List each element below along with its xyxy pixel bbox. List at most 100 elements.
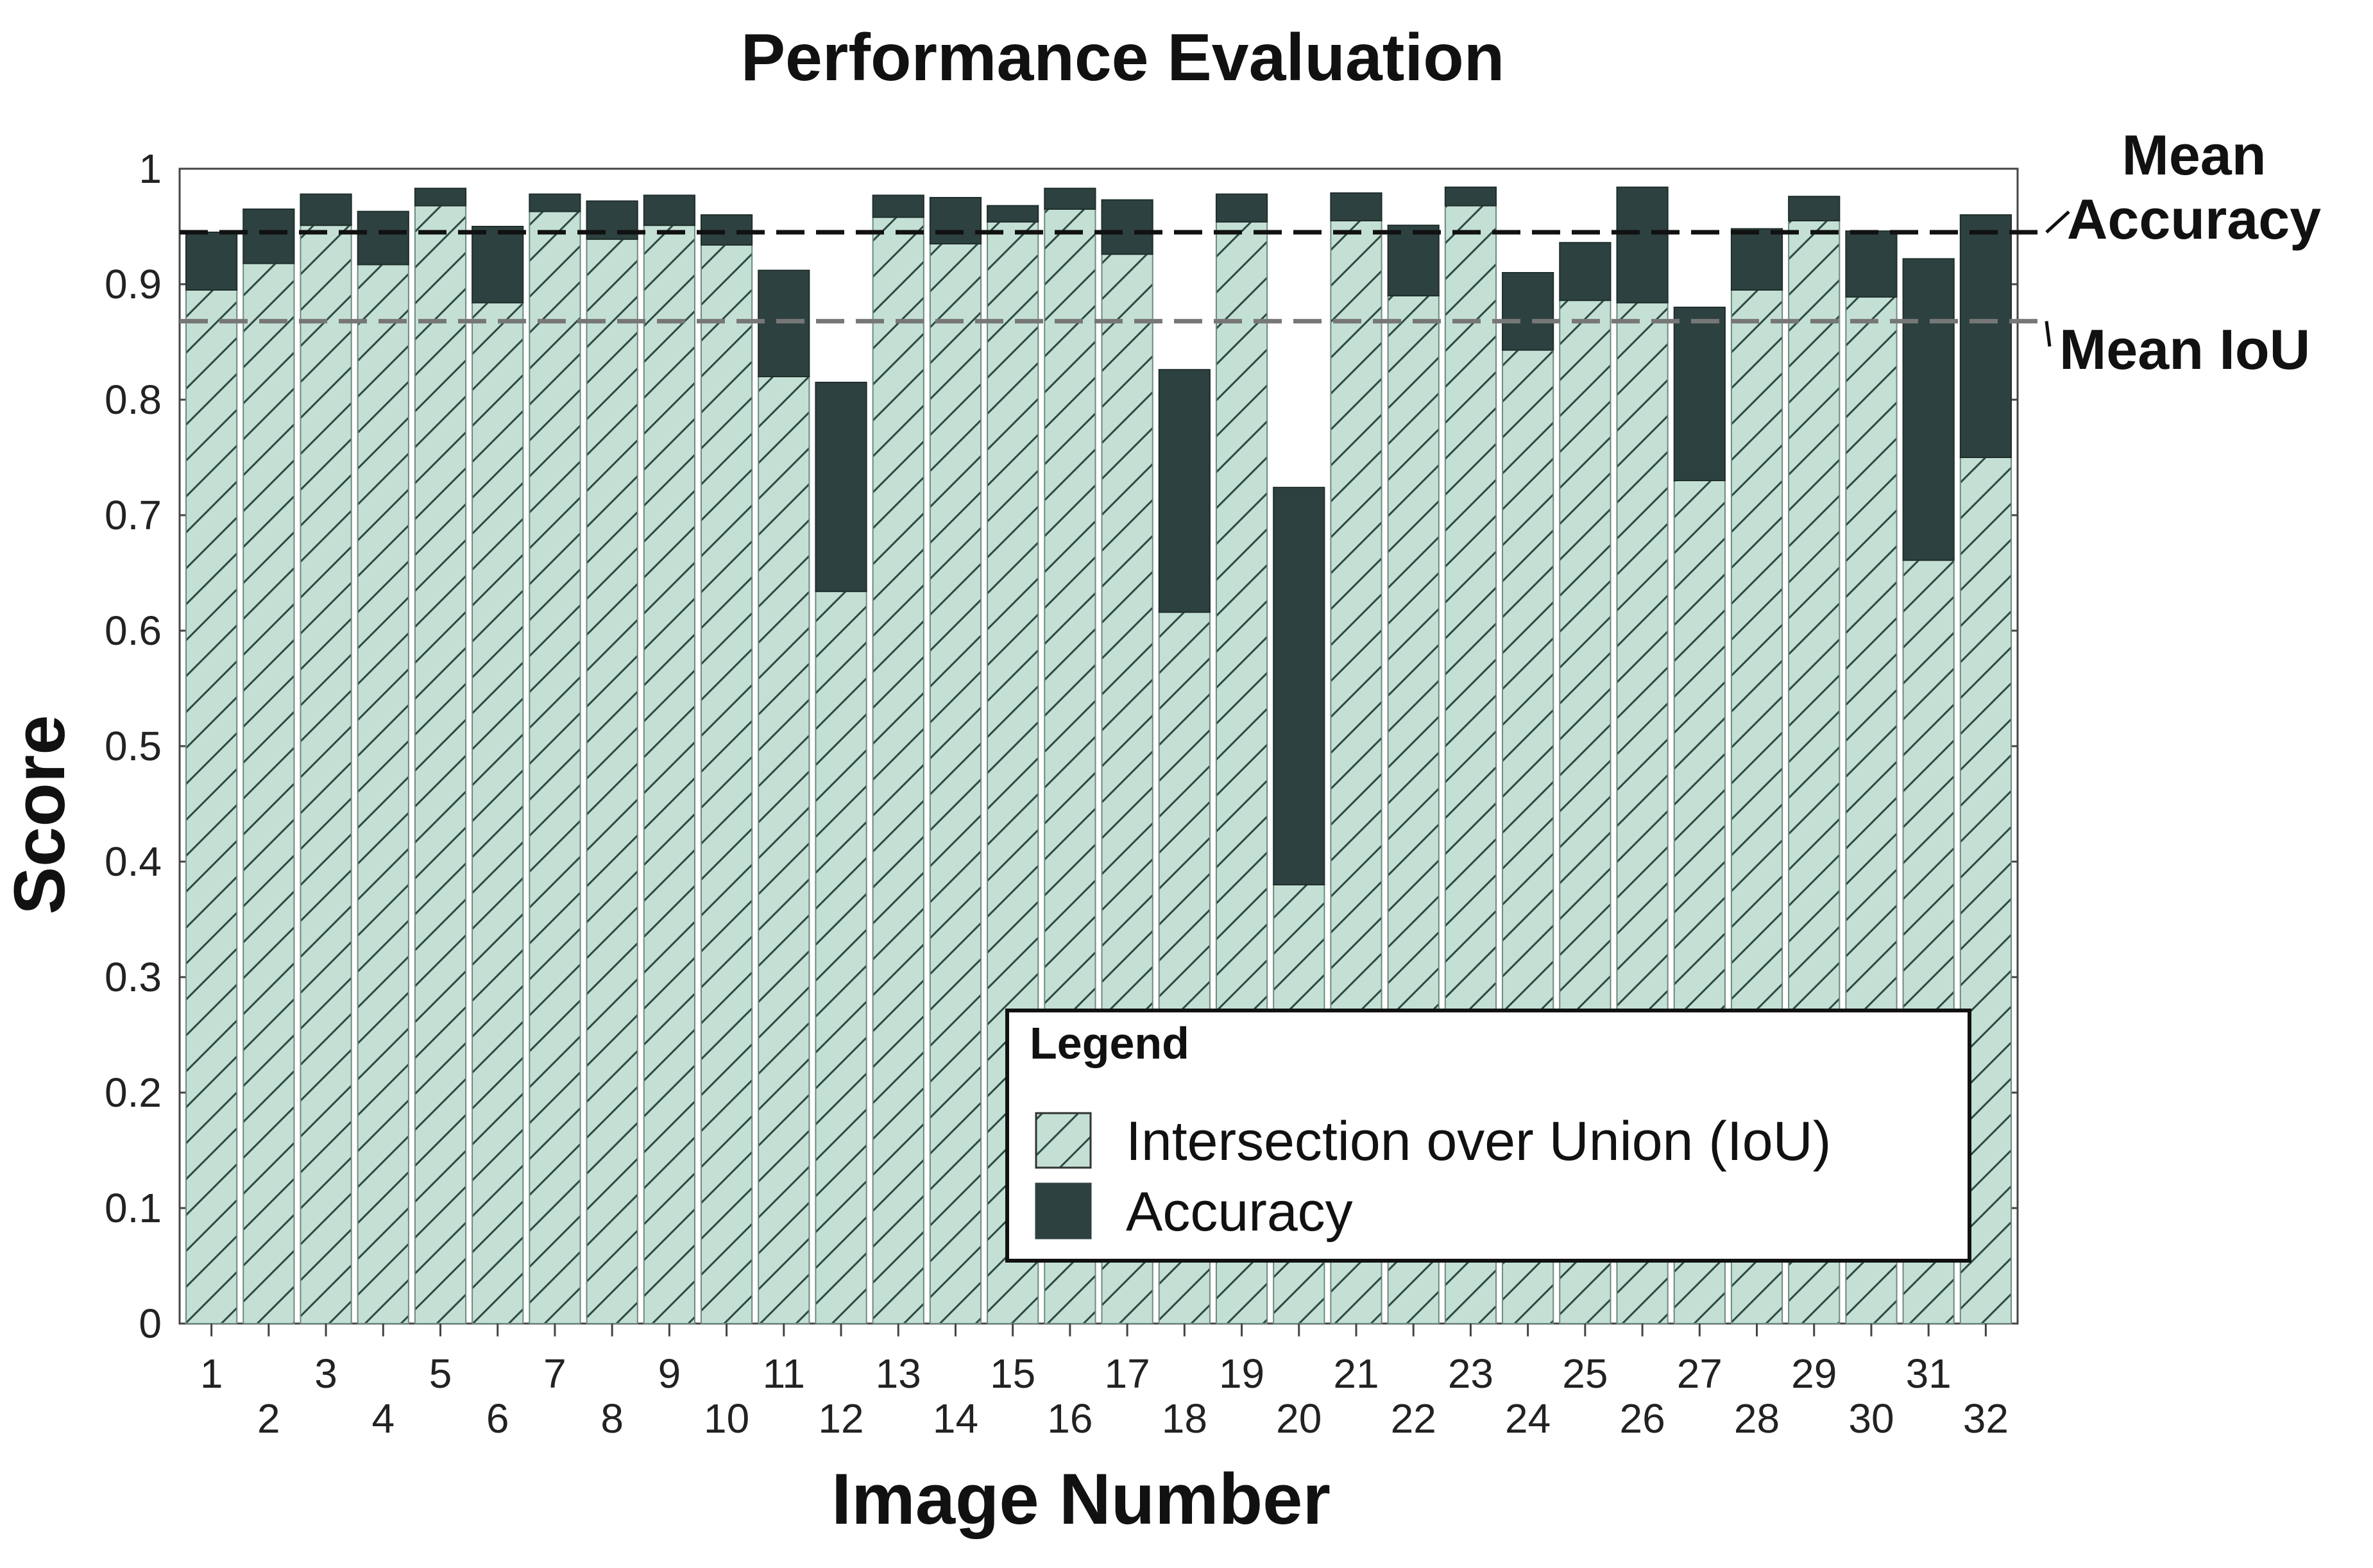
legend-box <box>1005 1009 1971 1263</box>
x-tick-label: 1 <box>200 1351 223 1397</box>
iou-bar <box>758 376 810 1324</box>
y-tick-label: 0.3 <box>105 954 162 1000</box>
chart-title: Performance Evaluation <box>741 21 1505 95</box>
x-tick-label: 17 <box>1105 1351 1150 1397</box>
legend: Legend Intersection over Union (IoU) Acc… <box>1005 1009 1971 1263</box>
y-tick-label: 0.8 <box>105 377 162 423</box>
y-tick-label: 0 <box>139 1300 162 1347</box>
legend-swatch-accuracy <box>1035 1182 1092 1240</box>
y-tick-label: 0.6 <box>105 608 162 654</box>
iou-bar <box>586 238 638 1324</box>
y-tick-label: 0.2 <box>105 1069 162 1116</box>
x-tick-label: 15 <box>990 1351 1035 1397</box>
y-tick-label: 0.1 <box>105 1185 162 1231</box>
x-tick-label: 14 <box>933 1395 978 1442</box>
y-axis-title: Score <box>0 715 80 914</box>
mean-accuracy-label-line2: Accuracy <box>2067 187 2321 251</box>
x-tick-label: 25 <box>1562 1351 1608 1397</box>
accuracy-bar <box>1788 196 1841 222</box>
x-tick-label: 2 <box>257 1395 280 1442</box>
x-tick-label: 8 <box>600 1395 624 1442</box>
reference-line-labels: Mean Accuracy Mean IoU <box>2059 123 2321 381</box>
x-tick-label: 21 <box>1333 1351 1379 1397</box>
accuracy-bar <box>1158 369 1211 613</box>
accuracy-bar <box>1959 214 2012 458</box>
mean-iou-label: Mean IoU <box>2059 318 2310 381</box>
accuracy-bar <box>1387 225 1440 297</box>
x-tick-label: 13 <box>876 1351 921 1397</box>
y-tick-label: 0.4 <box>105 839 162 885</box>
iou-bar <box>872 216 924 1325</box>
mean-accuracy-label-line1: Mean <box>2122 123 2267 187</box>
accuracy-bar <box>1273 486 1325 885</box>
accuracy-bar <box>1845 230 1898 298</box>
mean-accuracy-leader <box>2045 210 2070 234</box>
x-tick-label: 12 <box>818 1395 863 1442</box>
iou-bar <box>643 225 695 1325</box>
accuracy-bar <box>1902 258 1955 561</box>
x-tick-label: 4 <box>371 1395 395 1442</box>
iou-bar <box>300 225 352 1325</box>
x-tick-label: 29 <box>1791 1351 1837 1397</box>
accuracy-bar <box>185 232 238 291</box>
accuracy-bar <box>414 187 467 207</box>
accuracy-bar <box>472 226 524 303</box>
iou-bar <box>815 590 867 1324</box>
legend-label-iou: Intersection over Union (IoU) <box>1126 1111 1831 1172</box>
x-axis-title: Image Number <box>831 1459 1331 1539</box>
accuracy-bar <box>1330 192 1382 221</box>
x-tick-label: 30 <box>1848 1395 1894 1442</box>
x-tick-label: 28 <box>1734 1395 1780 1442</box>
legend-label-accuracy: Accuracy <box>1126 1181 1353 1243</box>
iou-bar <box>472 302 524 1324</box>
iou-bar <box>242 262 295 1325</box>
x-tick-label: 32 <box>1963 1395 2009 1442</box>
x-tick-label: 23 <box>1448 1351 1493 1397</box>
accuracy-bar <box>1215 193 1268 223</box>
accuracy-bar <box>1044 187 1096 210</box>
accuracy-bar <box>987 205 1039 223</box>
accuracy-bar <box>643 194 695 226</box>
legend-title: Legend <box>1030 1018 1189 1068</box>
x-tick-label: 24 <box>1505 1395 1551 1442</box>
x-tick-label: 9 <box>658 1351 681 1397</box>
accuracy-bar <box>1616 186 1669 303</box>
y-tick-label: 0.9 <box>105 261 162 307</box>
accuracy-bar <box>1559 242 1612 302</box>
x-tick-label: 11 <box>763 1351 805 1397</box>
iou-bar <box>700 244 753 1324</box>
y-tick-label: 0.5 <box>105 723 162 769</box>
accuracy-bar <box>1444 186 1497 207</box>
accuracy-bar <box>815 382 867 592</box>
iou-bar <box>185 289 238 1324</box>
y-tick-label: 0.7 <box>105 492 162 538</box>
x-tick-label: 5 <box>429 1351 452 1397</box>
accuracy-bar <box>872 194 924 218</box>
accuracy-bar <box>700 214 753 246</box>
accuracy-bar <box>300 193 352 226</box>
legend-swatch-iou <box>1035 1112 1092 1169</box>
iou-bar <box>929 243 982 1324</box>
mean-iou-leader <box>2045 321 2052 347</box>
y-tick-label: 1 <box>139 146 162 192</box>
x-tick-label: 18 <box>1162 1395 1207 1442</box>
x-tick-label: 20 <box>1276 1395 1322 1442</box>
iou-bar <box>529 210 581 1325</box>
accuracy-bar <box>929 197 982 244</box>
x-tick-label: 3 <box>314 1351 337 1397</box>
x-tick-label: 19 <box>1219 1351 1264 1397</box>
accuracy-bar <box>529 193 581 212</box>
x-tick-label: 10 <box>704 1395 749 1442</box>
accuracy-bar <box>1502 272 1554 351</box>
x-tick-label: 22 <box>1391 1395 1436 1442</box>
x-tick-label: 26 <box>1619 1395 1665 1442</box>
accuracy-bar <box>242 209 295 264</box>
x-tick-label: 6 <box>486 1395 509 1442</box>
x-tick-label: 27 <box>1677 1351 1722 1397</box>
iou-bar <box>414 205 467 1325</box>
x-tick-label: 16 <box>1047 1395 1093 1442</box>
x-tick-label: 31 <box>1906 1351 1952 1397</box>
accuracy-bar <box>1101 199 1153 255</box>
accuracy-bar <box>1673 307 1726 481</box>
